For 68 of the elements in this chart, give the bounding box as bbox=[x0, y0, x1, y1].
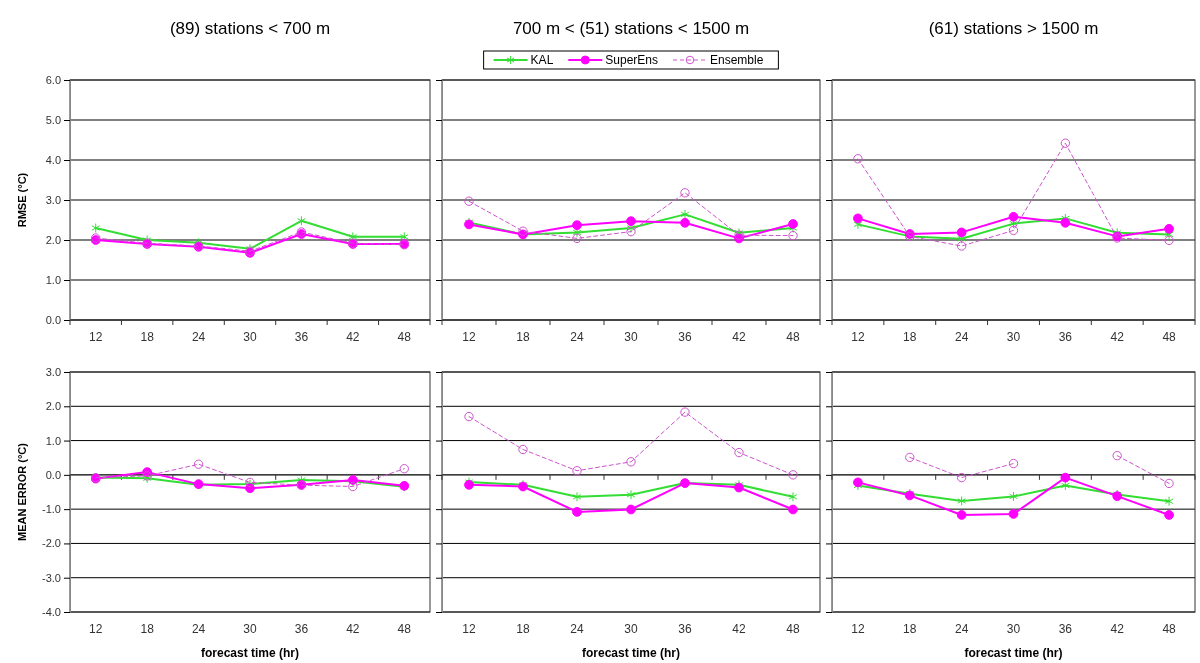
x-tick-label: 42 bbox=[1110, 621, 1125, 636]
y-tick-label: -2.0 bbox=[42, 537, 61, 550]
y-tick-label: 2.0 bbox=[45, 234, 61, 247]
x-tick-label: 36 bbox=[294, 621, 309, 636]
chart-title: (61) stations > 1500 m bbox=[928, 19, 1099, 38]
x-tick-label: 24 bbox=[954, 621, 969, 636]
legend-label: KAL bbox=[530, 53, 554, 67]
y-tick-label: -4.0 bbox=[42, 606, 61, 619]
x-tick-label: 48 bbox=[786, 621, 800, 636]
x-tick-label: 18 bbox=[903, 329, 917, 344]
y-tick-label: -1.0 bbox=[42, 503, 61, 516]
x-axis-title: forecast time (hr) bbox=[200, 646, 300, 660]
x-tick-label: 42 bbox=[732, 329, 746, 344]
y-tick-label: 5.0 bbox=[45, 114, 61, 127]
x-tick-label: 36 bbox=[678, 329, 692, 344]
x-tick-label: 18 bbox=[516, 621, 530, 636]
y-axis-title: RMSE (°C) bbox=[16, 172, 28, 228]
x-tick-label: 18 bbox=[140, 329, 155, 344]
y-tick-label: 1.0 bbox=[45, 274, 61, 287]
y-tick-label: 0.0 bbox=[45, 468, 61, 481]
x-tick-label: 12 bbox=[851, 329, 865, 344]
x-axis-title: forecast time (hr) bbox=[581, 646, 681, 660]
x-tick-label: 30 bbox=[243, 621, 257, 636]
x-tick-label: 42 bbox=[346, 329, 360, 344]
x-tick-label: 12 bbox=[89, 621, 103, 636]
x-tick-label: 48 bbox=[1162, 329, 1177, 344]
x-tick-label: 12 bbox=[89, 329, 103, 344]
x-tick-label: 12 bbox=[462, 329, 476, 344]
y-tick-label: 3.0 bbox=[45, 194, 61, 207]
y-axis-title: MEAN ERROR (°C) bbox=[16, 442, 28, 541]
x-tick-label: 12 bbox=[851, 621, 865, 636]
x-tick-label: 36 bbox=[1058, 329, 1073, 344]
x-tick-label: 30 bbox=[1006, 329, 1021, 344]
x-tick-label: 48 bbox=[397, 621, 412, 636]
x-tick-label: 42 bbox=[1110, 329, 1125, 344]
x-tick-label: 24 bbox=[191, 621, 206, 636]
y-tick-label: 2.0 bbox=[45, 400, 61, 413]
x-tick-label: 42 bbox=[346, 621, 360, 636]
x-tick-label: 24 bbox=[570, 621, 584, 636]
x-tick-label: 24 bbox=[191, 329, 206, 344]
x-tick-label: 48 bbox=[786, 329, 800, 344]
y-tick-label: 6.0 bbox=[45, 74, 61, 87]
x-tick-label: 24 bbox=[570, 329, 584, 344]
legend-label: Ensemble bbox=[710, 53, 764, 67]
x-tick-label: 18 bbox=[140, 621, 155, 636]
x-tick-label: 42 bbox=[732, 621, 746, 636]
legend-label: SuperEns bbox=[605, 53, 659, 67]
x-tick-label: 30 bbox=[624, 329, 638, 344]
x-tick-label: 24 bbox=[954, 329, 969, 344]
x-tick-label: 30 bbox=[1006, 621, 1021, 636]
x-tick-label: 18 bbox=[516, 329, 530, 344]
y-tick-label: -3.0 bbox=[42, 571, 61, 584]
x-tick-label: 48 bbox=[1162, 621, 1177, 636]
chart-title: 700 m < (51) stations < 1500 m bbox=[512, 19, 750, 38]
y-tick-label: 0.0 bbox=[45, 314, 61, 327]
x-tick-label: 18 bbox=[903, 621, 917, 636]
x-tick-label: 36 bbox=[1058, 621, 1073, 636]
y-tick-label: 1.0 bbox=[45, 434, 61, 447]
chart-title: (89) stations < 700 m bbox=[169, 19, 331, 38]
x-tick-label: 36 bbox=[678, 621, 692, 636]
x-tick-label: 12 bbox=[462, 621, 476, 636]
x-tick-label: 30 bbox=[624, 621, 638, 636]
x-tick-label: 36 bbox=[294, 329, 309, 344]
x-axis-title: forecast time (hr) bbox=[964, 646, 1063, 660]
x-tick-label: 30 bbox=[243, 329, 257, 344]
y-tick-label: 4.0 bbox=[45, 154, 61, 167]
x-tick-label: 48 bbox=[397, 329, 412, 344]
y-tick-label: 3.0 bbox=[45, 366, 61, 379]
